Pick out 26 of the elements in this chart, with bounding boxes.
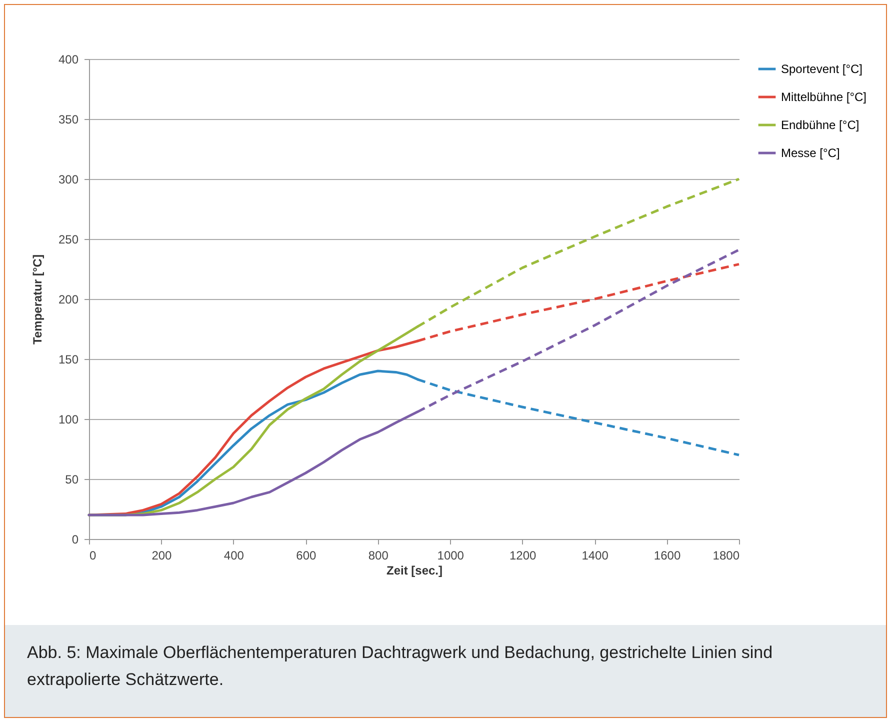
x-tick-label: 1600 xyxy=(654,548,681,562)
x-tick-label: 1400 xyxy=(582,548,609,562)
x-tick-label: 0 xyxy=(90,548,96,562)
x-tick-label: 800 xyxy=(368,548,389,562)
y-tick-label: 100 xyxy=(58,412,79,426)
x-tick-label: 1200 xyxy=(509,548,537,562)
x-tick-label: 400 xyxy=(224,548,244,562)
y-tick-label: 250 xyxy=(58,232,79,246)
legend-label: Sportevent [°C] xyxy=(781,62,863,76)
x-tick-label: 600 xyxy=(296,548,316,562)
y-tick-label: 300 xyxy=(58,172,79,186)
x-tick-label: 1800 xyxy=(712,548,740,562)
x-tick-label: 1000 xyxy=(437,548,464,562)
y-axis-title: Temperatur [°C] xyxy=(30,254,44,344)
legend-label: Endbühne [°C] xyxy=(781,118,860,132)
y-tick-label: 400 xyxy=(58,52,79,66)
x-axis-title: Zeit [sec.] xyxy=(386,564,443,578)
legend-label: Mittelbühne [°C] xyxy=(781,90,867,104)
y-tick-label: 200 xyxy=(58,292,79,306)
y-tick-label: 150 xyxy=(58,352,79,366)
y-tick-label: 50 xyxy=(65,472,79,486)
legend-label: Messe [°C] xyxy=(781,146,840,160)
y-tick-label: 0 xyxy=(72,532,79,546)
y-tick-label: 350 xyxy=(58,112,79,126)
caption: Abb. 5: Maximale Oberflächentemperaturen Dachtragwerk und Bedachung, gestrichelte Linien sind extrapolierte Schätzwerte. xyxy=(5,625,886,717)
x-tick-label: 200 xyxy=(152,548,172,562)
